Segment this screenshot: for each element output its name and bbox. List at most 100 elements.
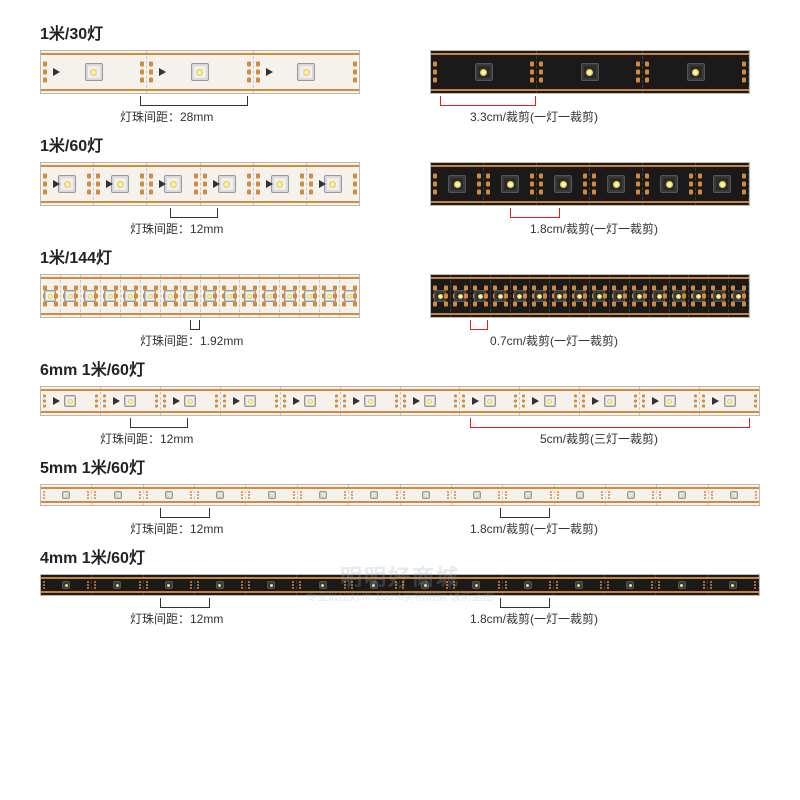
spec-section: 4mm 1米/60灯灯珠间距：12mm1.8cm/裁剪(一灯一裁剪) <box>40 544 760 626</box>
led-chip <box>85 63 103 81</box>
led-chip <box>164 175 182 193</box>
led-cell <box>689 275 709 317</box>
led-cell <box>144 485 195 505</box>
led-chip <box>501 175 519 193</box>
led-cell <box>431 51 537 93</box>
dimension-callout: 灯珠间距：28mm <box>40 96 360 124</box>
led-chip <box>364 395 376 407</box>
dimension-label: 3.3cm/裁剪(一灯一裁剪) <box>470 108 598 125</box>
dimension-label: 灯珠间距：1.92mm <box>140 332 243 349</box>
dimension-callout: 灯珠间距：12mm <box>40 208 360 236</box>
led-cell <box>537 163 590 205</box>
direction-arrow-icon <box>266 68 273 76</box>
strip-column: 灯珠间距：28mm <box>40 50 360 124</box>
led-cell <box>340 275 359 317</box>
led-cell <box>281 387 341 415</box>
led-chip <box>713 175 731 193</box>
led-cell <box>630 275 650 317</box>
led-cell <box>147 51 253 93</box>
led-chip <box>730 491 738 499</box>
led-chip <box>58 175 76 193</box>
led-cell <box>550 275 570 317</box>
strip-column: 灯珠间距：1.92mm <box>40 274 360 348</box>
led-cell <box>101 275 121 317</box>
led-cell <box>92 485 143 505</box>
led-strip-white <box>40 484 760 506</box>
led-chip <box>267 581 275 589</box>
led-chip <box>729 581 737 589</box>
led-cell <box>451 275 471 317</box>
led-cell <box>300 275 320 317</box>
led-cell <box>605 575 656 595</box>
led-cell <box>401 387 461 415</box>
dimension-label: 0.7cm/裁剪(一灯一裁剪) <box>490 332 618 349</box>
led-cell <box>221 387 281 415</box>
led-chip <box>191 63 209 81</box>
section-title: 6mm 1米/60灯 <box>40 356 760 380</box>
led-cell <box>610 275 630 317</box>
spec-section: 1米/144灯灯珠间距：1.92mm0.7cm/裁剪(一灯一裁剪) <box>40 244 760 348</box>
led-cell <box>41 387 101 415</box>
led-cell <box>144 575 195 595</box>
section-title: 1米/30灯 <box>40 20 760 44</box>
led-chip <box>524 581 532 589</box>
section-title: 1米/60灯 <box>40 132 760 156</box>
led-cell <box>147 163 200 205</box>
led-cell <box>696 163 749 205</box>
led-cell <box>656 575 707 595</box>
dimension-label: 灯珠间距：28mm <box>120 108 213 125</box>
led-chip <box>678 491 686 499</box>
led-cell <box>570 275 590 317</box>
direction-arrow-icon <box>53 180 60 188</box>
led-cell <box>590 275 610 317</box>
led-cell <box>530 275 550 317</box>
led-strip-spec-diagram: 1米/30灯灯珠间距：28mm 3.3cm/裁剪(一灯一裁剪) 1米/60灯灯珠间距… <box>40 20 760 626</box>
led-cell <box>92 575 143 595</box>
strip-column-full: 灯珠间距：12mm5cm/裁剪(三灯一裁剪) <box>40 386 760 446</box>
led-cell <box>431 163 484 205</box>
led-cell <box>81 275 101 317</box>
dimension-callout: 1.8cm/裁剪(一灯一裁剪) <box>430 208 750 236</box>
direction-arrow-icon <box>592 397 599 405</box>
led-cell <box>650 275 670 317</box>
led-chip <box>124 395 136 407</box>
led-chip <box>370 581 378 589</box>
direction-arrow-icon <box>652 397 659 405</box>
led-cell <box>580 387 640 415</box>
led-chip <box>114 491 122 499</box>
led-cell <box>254 163 307 205</box>
led-cell <box>555 485 606 505</box>
led-cell <box>41 485 92 505</box>
dimension-label: 1.8cm/裁剪(一灯一裁剪) <box>470 610 598 627</box>
led-strip-black <box>430 274 750 318</box>
strip-column: 3.3cm/裁剪(一灯一裁剪) <box>430 50 750 124</box>
direction-arrow-icon <box>159 180 166 188</box>
led-chip <box>604 395 616 407</box>
direction-arrow-icon <box>53 397 60 405</box>
led-cell <box>709 275 729 317</box>
direction-arrow-icon <box>266 180 273 188</box>
led-chip <box>581 63 599 81</box>
strip-column: 0.7cm/裁剪(一灯一裁剪) <box>430 274 750 348</box>
led-cell <box>246 485 297 505</box>
led-cell <box>181 275 201 317</box>
led-cell <box>431 275 451 317</box>
led-chip <box>424 395 436 407</box>
led-cell <box>670 275 690 317</box>
dimension-label: 灯珠间距：12mm <box>130 220 223 237</box>
led-cell <box>554 575 605 595</box>
led-cell <box>537 51 643 93</box>
led-chip <box>113 581 121 589</box>
led-strip-black <box>430 50 750 94</box>
section-title: 5mm 1米/60灯 <box>40 454 760 478</box>
led-chip <box>626 581 634 589</box>
led-cell <box>484 163 537 205</box>
led-chip <box>724 395 736 407</box>
spec-section: 6mm 1米/60灯灯珠间距：12mm5cm/裁剪(三灯一裁剪) <box>40 356 760 446</box>
led-strip-white <box>40 162 360 206</box>
led-strip-white <box>40 50 360 94</box>
led-cell <box>606 485 657 505</box>
led-cell <box>520 387 580 415</box>
led-chip <box>319 491 327 499</box>
direction-arrow-icon <box>413 397 420 405</box>
